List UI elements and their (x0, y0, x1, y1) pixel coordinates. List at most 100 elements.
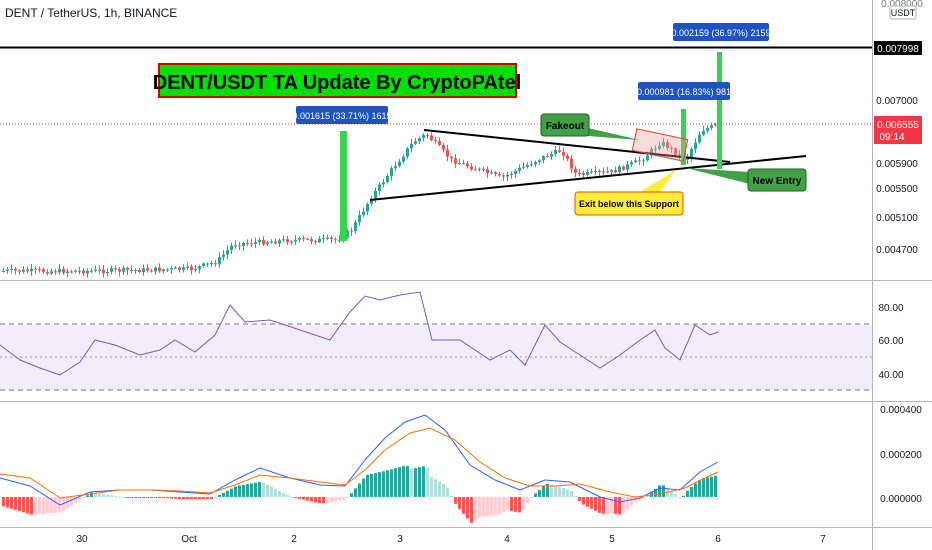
candle (214, 259, 217, 267)
macd-histogram-bar (174, 497, 177, 499)
candle (590, 168, 593, 174)
candle-body (574, 168, 577, 173)
candle (498, 171, 501, 177)
currency-badge[interactable] (889, 5, 917, 20)
candle (478, 167, 481, 172)
candle (54, 268, 57, 275)
candle-body (494, 172, 497, 175)
candle (670, 145, 673, 153)
move-bar-2 (681, 109, 686, 165)
macd-histogram-bar (622, 497, 625, 513)
macd-histogram-bar (26, 497, 29, 514)
macd-histogram-bar (526, 497, 529, 504)
macd-histogram-bar (54, 497, 57, 513)
macd-histogram-bar (434, 479, 437, 497)
candle-body (218, 256, 221, 265)
candle-body (82, 270, 85, 274)
macd-histogram-bar (394, 468, 397, 497)
macd-histogram-bar (354, 488, 357, 497)
candle-body (34, 268, 37, 270)
candle (514, 168, 517, 178)
candle-body (322, 238, 325, 240)
macd-histogram-bar (202, 497, 205, 500)
candle-body (286, 239, 289, 243)
macd-histogram-bar (146, 497, 149, 498)
candle-body (242, 243, 245, 247)
candle-body (614, 170, 617, 173)
candle (46, 269, 49, 276)
macd-histogram-bar (430, 476, 433, 497)
candle (210, 260, 213, 267)
candle-body (26, 269, 29, 272)
macd-histogram-bar (634, 497, 637, 503)
candle (442, 142, 445, 153)
candle-body (198, 266, 201, 269)
candle (618, 164, 621, 175)
candle-body (662, 141, 665, 147)
candle-body (510, 173, 513, 175)
macd-histogram-bar (454, 497, 457, 504)
candle-body (130, 269, 133, 271)
candle (102, 264, 105, 278)
macd-histogram-bar (630, 497, 633, 506)
current-price-text: 0.006555 (877, 120, 919, 131)
macd-histogram-bar (706, 477, 709, 497)
candle (606, 167, 609, 174)
macd-histogram-bar (250, 483, 253, 497)
candle-body (110, 268, 113, 272)
candle-body (178, 267, 181, 270)
candle (258, 237, 261, 246)
candle-body (14, 268, 17, 271)
candle-body (30, 268, 33, 272)
macd-histogram-bar (222, 492, 225, 497)
currency-badge-text: USDT (891, 8, 916, 18)
candle (182, 264, 185, 273)
countdown-text: 09:14 (879, 132, 904, 143)
macd-histogram-bar (374, 473, 377, 497)
candle (110, 265, 113, 275)
macd-histogram-bar (562, 488, 565, 497)
macd-histogram-bar (290, 497, 293, 498)
macd-histogram-bar (34, 497, 37, 515)
candle (302, 235, 305, 242)
macd-histogram-bar (534, 493, 537, 497)
macd-histogram-bar (378, 472, 381, 497)
candle-body (474, 169, 477, 171)
candle-body (670, 147, 673, 149)
macd-histogram-bar (274, 488, 277, 497)
candle (138, 267, 141, 274)
macd-histogram-bar (134, 497, 137, 498)
candle (706, 125, 709, 134)
candle-body (698, 134, 701, 143)
candle-body (330, 237, 333, 240)
macd-histogram-bar (586, 497, 589, 507)
exit-callout (574, 191, 684, 216)
candle (70, 269, 73, 274)
candle-body (318, 238, 321, 243)
macd-histogram-bar (370, 473, 373, 497)
candle (318, 236, 321, 244)
candle-body (158, 267, 161, 272)
candle-body (458, 163, 461, 165)
candle (38, 266, 41, 273)
candle (438, 137, 441, 147)
candle (42, 267, 45, 274)
candle-body (514, 170, 517, 174)
candle (206, 262, 209, 267)
macd-histogram-bar (582, 497, 585, 505)
candle (74, 269, 77, 273)
candle (254, 237, 257, 248)
candle (650, 146, 653, 159)
macd-histogram-bar (710, 476, 713, 497)
candle-body (434, 140, 437, 142)
macd-histogram-bar (578, 497, 581, 502)
candle-body (314, 241, 317, 243)
candle (502, 173, 505, 181)
macd-histogram-bar (510, 497, 513, 512)
candle-body (490, 172, 493, 174)
macd-histogram-bar (118, 496, 121, 498)
time-tick-2: 2 (291, 534, 297, 545)
candle-body (310, 239, 313, 242)
macd-histogram-bar (414, 468, 417, 497)
